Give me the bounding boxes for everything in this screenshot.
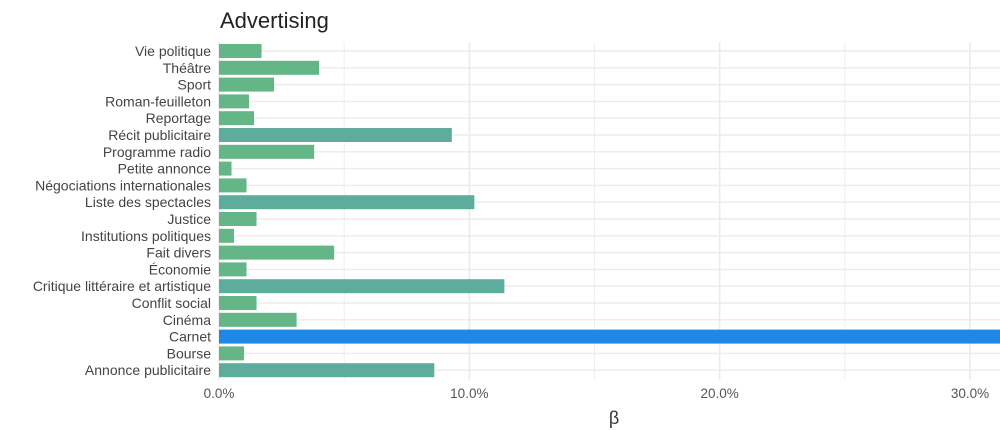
bar-12 xyxy=(219,245,335,260)
bar-16 xyxy=(219,312,297,327)
bar-18 xyxy=(219,346,245,361)
category-label: Institutions politiques xyxy=(81,228,211,244)
x-tick-label: 30.0% xyxy=(951,386,989,401)
bar-10 xyxy=(219,212,257,226)
grid-lines xyxy=(218,42,1000,380)
bar-19 xyxy=(219,363,435,378)
category-label: Reportage xyxy=(146,110,212,126)
bar-1 xyxy=(219,60,320,75)
category-label: Bourse xyxy=(167,345,212,361)
category-label: Théâtre xyxy=(163,60,211,76)
bar-6 xyxy=(219,144,315,159)
category-label: Roman-feuilleton xyxy=(105,93,211,109)
bar-3 xyxy=(219,94,250,109)
bar-15 xyxy=(219,296,257,310)
category-label: Vie politique xyxy=(135,43,211,59)
category-label: Cinéma xyxy=(163,312,211,328)
bar-11 xyxy=(219,228,235,243)
x-axis-title: β xyxy=(609,408,619,428)
category-labels: Vie politiqueThéâtreSportRoman-feuilleto… xyxy=(33,43,211,378)
category-label: Récit publicitaire xyxy=(108,127,211,143)
bar-8 xyxy=(219,178,247,193)
category-label: Sport xyxy=(178,77,212,93)
category-label: Critique littéraire et artistique xyxy=(33,278,211,294)
category-label: Petite annonce xyxy=(118,161,212,177)
x-tick-labels: 0.0% 10.0% 20.0% 30.0% xyxy=(204,386,989,401)
category-label: Justice xyxy=(167,211,211,227)
category-label: Fait divers xyxy=(146,245,211,261)
bar-5 xyxy=(219,128,452,142)
bar-2 xyxy=(219,77,275,92)
bar-4 xyxy=(219,111,255,126)
x-tick-label: 10.0% xyxy=(450,386,488,401)
category-label: Économie xyxy=(149,261,211,277)
bar-17 xyxy=(219,329,1000,344)
bar-0 xyxy=(219,44,262,58)
category-label: Conflit social xyxy=(132,295,211,311)
chart-title: Advertising xyxy=(220,8,329,33)
category-label: Négociations internationales xyxy=(35,177,211,193)
category-label: Annonce publicitaire xyxy=(85,362,211,378)
category-label: Liste des spectacles xyxy=(85,194,211,210)
bar-14 xyxy=(219,279,505,294)
x-tick-label: 0.0% xyxy=(204,386,235,401)
bar-13 xyxy=(219,262,247,277)
x-tick-label: 20.0% xyxy=(701,386,739,401)
bar-7 xyxy=(219,161,232,176)
bar-9 xyxy=(219,195,475,210)
bars xyxy=(219,44,1000,378)
category-label: Programme radio xyxy=(103,144,211,160)
category-label: Carnet xyxy=(169,329,211,345)
